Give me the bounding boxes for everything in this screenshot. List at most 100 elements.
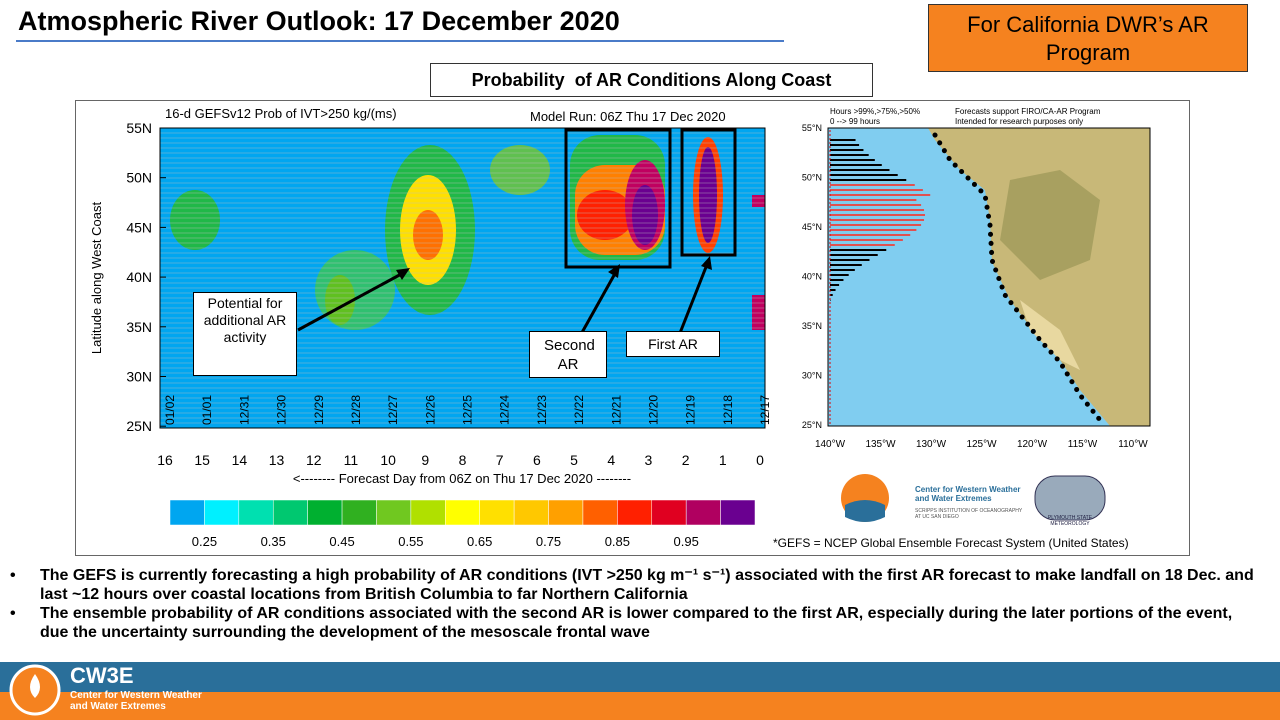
lat-tick-label: 35°N xyxy=(802,321,822,331)
colorbar-label: 0.45 xyxy=(329,534,354,549)
colorbar-cell xyxy=(685,499,721,526)
x-tick-label: 15 xyxy=(194,452,210,468)
lat-tick-label: 30°N xyxy=(802,371,822,381)
colorbar-cell xyxy=(720,499,756,526)
x-tick-label: 12 xyxy=(306,452,322,468)
colorbar-label: 0.65 xyxy=(467,534,492,549)
x-tick-label: 11 xyxy=(344,452,359,468)
lon-tick-label: 140°W xyxy=(815,439,846,450)
badge: For California DWR’s AR Program xyxy=(928,4,1248,72)
colorbar-cell xyxy=(513,499,549,526)
heatmap-grid: 16-d GEFSv12 Prob of IVT>250 kg/(ms) Mode… xyxy=(89,106,772,486)
date-label: 01/01 xyxy=(200,395,214,425)
y-axis-label: Latitude along West Coast xyxy=(89,201,104,354)
date-label: 12/21 xyxy=(609,395,623,425)
map-land xyxy=(1000,170,1100,280)
map-labels: Hours >99%,>75%,>50%0 --> 99 hours Foreca… xyxy=(802,107,1148,450)
annotation: Potential for additional AR activity xyxy=(193,292,297,376)
y-tick-label: 40N xyxy=(126,269,152,285)
map-legend: Hours >99%,>75%,>50% xyxy=(830,107,920,116)
colorbar-label: 0.75 xyxy=(536,534,561,549)
date-label: 12/19 xyxy=(684,395,698,425)
logo-text: Center for Western Weather and Water Ext… xyxy=(915,485,1021,503)
y-tick-label: 45N xyxy=(126,219,152,235)
model-run: Model Run: 06Z Thu 17 Dec 2020 xyxy=(530,109,726,124)
lon-tick-label: 135°W xyxy=(865,439,896,450)
y-tick-label: 25N xyxy=(126,418,152,434)
x-tick-label: 10 xyxy=(380,452,396,468)
x-tick-label: 2 xyxy=(682,452,690,468)
date-label: 12/27 xyxy=(386,395,400,425)
arrowhead xyxy=(608,264,620,278)
date-label: 12/18 xyxy=(721,395,735,425)
colorbar-cell xyxy=(617,499,653,526)
footer-name: Center for Western Weather and Water Ext… xyxy=(70,690,202,712)
colorbar-label: 0.85 xyxy=(605,534,630,549)
colorbar-cell xyxy=(651,499,687,526)
box-first xyxy=(680,128,737,257)
colorbar-label: 0.35 xyxy=(261,534,286,549)
date-label: 12/29 xyxy=(312,395,326,425)
footer-bar xyxy=(0,662,1280,692)
x-tick-label: 7 xyxy=(496,452,504,468)
bullet-text: The ensemble probability of AR condition… xyxy=(40,605,1233,641)
date-label: 01/02 xyxy=(163,395,177,425)
colorbar-cell xyxy=(479,499,515,526)
y-tick-label: 35N xyxy=(126,319,152,335)
x-tick-label: 8 xyxy=(459,452,467,468)
footer-brand: CW3E xyxy=(70,663,134,688)
psu-logo xyxy=(1034,475,1106,521)
date-label: 12/24 xyxy=(498,395,512,425)
arrowhead xyxy=(701,256,712,270)
x-tick-label: 5 xyxy=(570,452,578,468)
date-label: 12/20 xyxy=(646,395,660,425)
y-tick-label: 55N xyxy=(126,120,152,136)
arrow xyxy=(297,270,406,332)
lon-tick-label: 115°W xyxy=(1068,439,1098,450)
logo-text: PLYMOUTH STATE METEOROLOGY xyxy=(1047,515,1093,527)
date-label: 12/25 xyxy=(461,395,475,425)
colorbar-cell xyxy=(582,499,618,526)
x-tick-label: 0 xyxy=(756,452,764,468)
lat-tick-label: 25°N xyxy=(802,420,822,430)
lat-tick-label: 55°N xyxy=(802,123,822,133)
lat-tick-label: 45°N xyxy=(802,222,822,232)
annotation: First AR xyxy=(626,331,720,357)
colorbar-label: 0.55 xyxy=(398,534,423,549)
lon-tick-label: 110°W xyxy=(1118,439,1148,450)
panel xyxy=(75,100,1190,556)
slide-title: Atmospheric River Outlook: 17 December 2… xyxy=(18,6,620,36)
y-tick-label: 30N xyxy=(126,369,152,385)
chart-title: 16-d GEFSv12 Prob of IVT>250 kg/(ms) xyxy=(165,106,397,121)
annotation: Second AR xyxy=(529,331,607,378)
map-land xyxy=(1020,300,1080,370)
bullets: • The GEFS is currently forecasting a hig… xyxy=(10,566,1260,642)
colorbar-cell xyxy=(410,499,446,526)
heatmap-frame xyxy=(159,127,766,429)
x-axis-label: <-------- Forecast Day from 06Z on Thu 1… xyxy=(293,471,631,486)
date-label: 12/30 xyxy=(275,395,289,425)
bullet-text: The GEFS is currently forecasting a high… xyxy=(40,567,1254,603)
lon-tick-label: 120°W xyxy=(1017,439,1048,450)
map-note: Forecasts support FIRO/CA-AR Program xyxy=(955,107,1101,116)
hours-bars xyxy=(829,130,931,424)
date-label: 12/31 xyxy=(237,395,251,425)
date-label: 12/23 xyxy=(535,395,549,425)
colorbar-cell xyxy=(376,499,412,526)
lon-tick-label: 130°W xyxy=(916,439,947,450)
date-label: 12/28 xyxy=(349,395,363,425)
bullet: • The GEFS is currently forecasting a hig… xyxy=(10,566,1260,604)
title-underline xyxy=(16,40,784,42)
x-tick-label: 3 xyxy=(645,452,653,468)
lon-tick-label: 125°W xyxy=(966,439,997,450)
map-legend: 0 --> 99 hours xyxy=(830,117,880,126)
heatmap xyxy=(170,135,765,330)
colorbar-cell xyxy=(204,499,240,526)
colorbar-cell xyxy=(548,499,584,526)
colorbar-cell xyxy=(445,499,480,526)
map-frame xyxy=(827,127,1151,427)
x-tick-label: 1 xyxy=(719,452,727,468)
cw3e-logo-wave xyxy=(845,500,885,522)
